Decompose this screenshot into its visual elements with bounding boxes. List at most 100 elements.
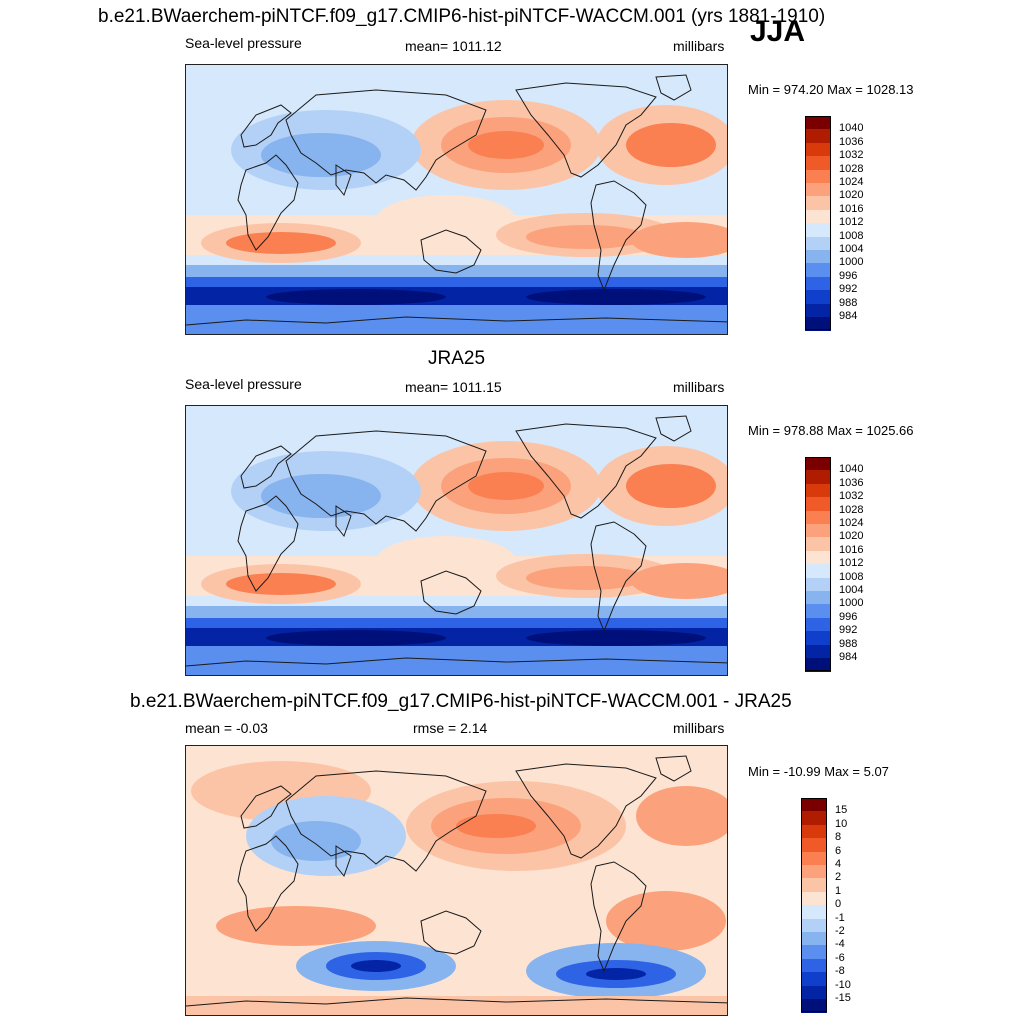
map-canvas [186,746,727,1015]
panel-minmax-diff: Min = -10.99 Max = 5.07 [748,764,889,779]
coastline [335,505,352,538]
panel-minmax-model: Min = 974.20 Max = 1028.13 [748,82,914,97]
high-pressure-core [526,566,646,590]
coastline [515,423,657,519]
coastline [186,997,727,1007]
colorbar-swatch [805,142,831,157]
colorbar-swatch [801,811,827,826]
colorbar-tick-label: 1004 [839,584,864,596]
antarctic-band [186,305,727,334]
colorbar-swatch [801,878,827,893]
positive-anomaly-core [456,814,536,838]
coastline [285,89,487,191]
colorbar-tick-label: 1028 [839,162,864,175]
colorbar-tick-label: 1008 [839,570,864,583]
colorbar-swatch [805,510,831,525]
panel-title-diff: b.e21.BWaerchem-piNTCF.f09_g17.CMIP6-his… [130,691,792,712]
colorbar-tick-label: 992 [839,283,858,296]
colorbar-tick-label: -15 [835,992,851,1004]
colorbar-swatch [801,851,827,866]
coastline [285,430,487,532]
colorbar-tick-label: 8 [835,831,842,844]
panel-rmse-label-diff: rmse = 2.14 [413,720,488,736]
coastline [240,445,292,489]
colorbar-swatch [805,591,831,605]
panel-mean-label-diff: mean = -0.03 [185,720,268,736]
southern-ocean-low [266,630,446,646]
high-pressure-core [226,232,336,254]
colorbar-swatch [805,236,831,251]
map-panel-model [185,64,728,335]
colorbar-tick-label: 6 [835,844,842,857]
colorbar-tick-label: 1000 [839,256,864,269]
colorbar-tick-label: -8 [835,965,845,978]
panel-mean-label-obs: mean= 1011.15 [405,379,502,395]
colorbar-swatch [801,972,827,987]
colorbar-swatch [801,838,827,853]
positive-anomaly [216,906,376,946]
colorbar-tick-label: 1012 [839,557,864,570]
panel-units-label-model: millibars [673,38,725,54]
colorbar-swatch [805,457,831,471]
colorbar-swatch [805,156,831,171]
colorbar-tick-label: 984 [839,310,858,322]
antarctic-band [186,646,727,675]
colorbar-swatch [805,250,831,264]
colorbar-tick-label: 1016 [839,202,864,215]
colorbar-swatch [805,290,831,305]
colorbar-tick-label: 1008 [839,229,864,242]
southern-ocean-low [526,630,706,646]
coastline [237,835,299,932]
colorbar-swatch [805,317,831,331]
panel-variable-label-obs: Sea-level pressure [185,376,302,392]
coastline [335,164,352,197]
colorbar-swatch [805,196,831,211]
colorbar-tick-label: 15 [835,804,848,817]
colorbar-tick-label: 988 [839,296,858,309]
colorbar-tick-label: 1032 [839,490,864,503]
colorbar-swatch [805,524,831,538]
high-pressure-core [631,222,727,258]
coastline [420,229,482,274]
colorbar-tick-label: 1036 [839,476,864,489]
coastline [240,104,292,148]
colorbar-tick-label: 1000 [839,597,864,610]
colorbar-tick-label: -6 [835,951,845,964]
colorbar-swatch [801,985,827,1000]
southern-ocean-low [266,289,446,305]
coastline [515,82,657,178]
colorbar-swatch [801,932,827,946]
panel-units-label-diff: millibars [673,720,725,736]
colorbar-swatch [801,999,827,1013]
coastline [590,861,647,973]
colorbar-tick-label: 996 [839,610,858,623]
colorbar-tick-label: 992 [839,624,858,637]
panel-title-model: b.e21.BWaerchem-piNTCF.f09_g17.CMIP6-his… [98,6,826,27]
high-pressure-region [376,536,516,586]
panel-variable-label-model: Sea-level pressure [185,35,302,51]
negative-anomaly-core [586,968,646,980]
coastline [515,763,657,859]
colorbar-swatch [805,658,831,672]
colorbar-swatch [805,617,831,632]
colorbar-tick-label: 1 [835,884,842,897]
coastline [590,180,647,292]
high-pressure-core [631,563,727,599]
colorbar-swatch [805,577,831,592]
azores-high-core [626,464,716,508]
colorbar-swatch [801,891,827,906]
panel-units-label-obs: millibars [673,379,725,395]
colorbar-swatch [805,644,831,659]
map-panel-diff [185,745,728,1016]
colorbar-swatch [805,209,831,224]
coastline [655,74,692,101]
colorbar-tick-label: 1040 [839,122,864,135]
colorbar-swatch [805,183,831,197]
colorbar-swatch [805,263,831,278]
colorbar-swatch [801,958,827,973]
colorbar-tick-label: 10 [835,817,848,830]
coastline [655,755,692,782]
colorbar-tick-label: 1024 [839,517,864,529]
positive-anomaly [606,891,726,951]
colorbar-tick-label: -4 [835,938,845,951]
